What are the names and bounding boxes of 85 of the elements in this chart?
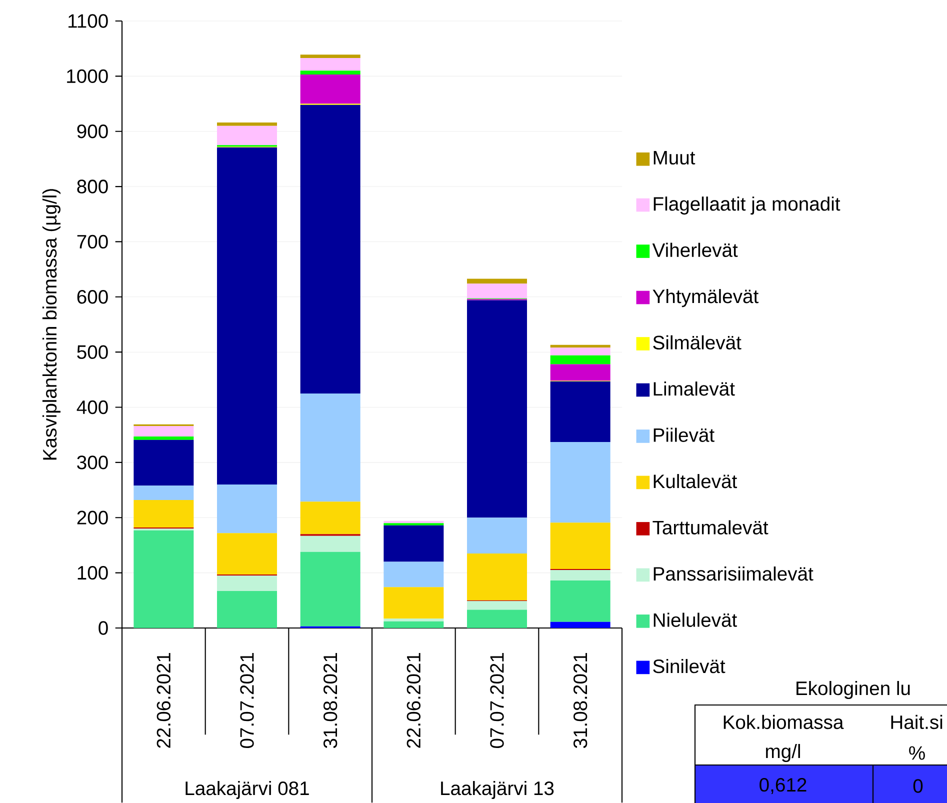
bar xyxy=(217,147,278,485)
y-tick-label: 400 xyxy=(76,400,108,414)
legend-label: Nielulevät xyxy=(654,612,737,627)
bar xyxy=(467,278,527,284)
legend-label: Tarttumalevät xyxy=(652,520,768,534)
bar xyxy=(550,522,610,569)
legend-label: Panssarisiimalevät xyxy=(654,566,814,581)
bar xyxy=(217,576,278,592)
bar xyxy=(134,436,194,440)
bar xyxy=(300,58,360,71)
bar xyxy=(217,126,278,146)
legend-label: Yhtymälevät xyxy=(652,289,758,308)
bar xyxy=(550,570,610,581)
legend-label: Sinilevät xyxy=(653,658,726,674)
legend-label: Silmälevät xyxy=(653,335,742,350)
bar xyxy=(134,426,194,437)
bar xyxy=(384,587,444,619)
bar xyxy=(300,393,360,502)
bar xyxy=(550,622,610,628)
text: Kok.biomassa xyxy=(724,714,844,730)
bar xyxy=(467,610,527,628)
bar xyxy=(300,74,360,104)
bar xyxy=(217,484,278,534)
bar xyxy=(467,300,527,518)
bar xyxy=(467,518,527,554)
text: 0,612 xyxy=(760,778,806,794)
bar xyxy=(550,580,610,622)
bar xyxy=(217,591,278,628)
bar xyxy=(550,344,610,348)
bar xyxy=(300,70,360,75)
legend-label: Piilevät xyxy=(654,428,714,442)
y-tick-label: 1100 xyxy=(68,14,108,28)
bar xyxy=(134,530,194,628)
text: 0 xyxy=(913,779,923,793)
bar xyxy=(550,381,610,442)
y-tick-label: 100 xyxy=(78,566,108,580)
y-tick-label: 900 xyxy=(77,124,108,138)
y-tick-label: 500 xyxy=(77,345,108,359)
text: % xyxy=(909,746,925,760)
x-tick-label: 07.07.2021 xyxy=(240,652,254,748)
bar xyxy=(300,104,360,394)
y-tick-label: 300 xyxy=(77,456,108,470)
bar xyxy=(217,122,278,126)
y-axis-title: Kasviplanktonin biomassa (µg/l) xyxy=(42,189,60,460)
bar xyxy=(550,442,610,523)
text: mg/l xyxy=(766,744,800,762)
y-tick-label: 0 xyxy=(98,621,108,635)
bar xyxy=(134,440,194,486)
bar xyxy=(134,486,194,500)
bar xyxy=(300,536,360,552)
text: Hait.si xyxy=(891,714,942,730)
bar xyxy=(384,562,444,588)
x-tick-label: 31.08.2021 xyxy=(323,652,338,748)
bar xyxy=(384,525,444,562)
bar xyxy=(550,348,610,356)
y-tick-label: 700 xyxy=(77,234,108,249)
y-tick-label: 1000 xyxy=(67,69,108,84)
bar xyxy=(384,621,444,628)
x-tick-label: 07.07.2021 xyxy=(490,652,504,748)
bar xyxy=(300,552,360,626)
bar xyxy=(134,500,194,528)
text: Laakajärvi 081 xyxy=(186,780,309,799)
legend-label: Flagellaatit ja monadit xyxy=(654,196,840,215)
x-tick-label: 22.06.2021 xyxy=(156,652,171,748)
legend-label: Muut xyxy=(654,151,696,165)
y-tick-label: 600 xyxy=(77,290,108,304)
x-tick-label: 22.06.2021 xyxy=(406,652,421,748)
legend-label: Kultalevät xyxy=(654,474,738,488)
y-tick-label: 200 xyxy=(77,510,108,524)
bar xyxy=(467,553,527,600)
x-tick-label: 31.08.2021 xyxy=(573,652,588,748)
bar xyxy=(300,502,360,534)
legend-label: Viherlevät xyxy=(652,242,738,258)
bar xyxy=(467,600,527,610)
text: Ekologinen lu xyxy=(796,680,910,699)
bar xyxy=(467,284,527,299)
legend-label: Limalevät xyxy=(654,382,735,396)
bar xyxy=(550,364,610,381)
bar xyxy=(217,533,278,574)
bar xyxy=(384,520,444,524)
bar xyxy=(300,54,360,58)
bar xyxy=(384,618,444,622)
text: Laakajärvi 13 xyxy=(441,780,554,799)
y-tick-label: 800 xyxy=(77,180,108,194)
bar xyxy=(550,355,610,364)
